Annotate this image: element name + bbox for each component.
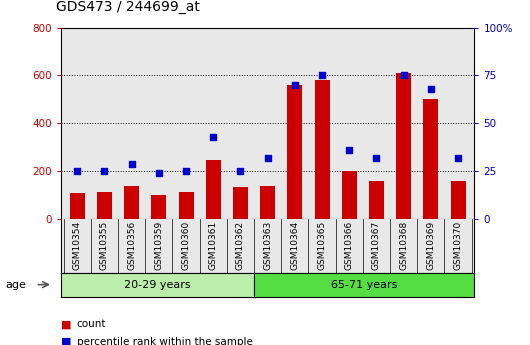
Point (345, 147, 354, 153)
Text: ■: ■ (61, 319, 72, 329)
Point (372, 155, 381, 160)
Text: 20-29 years: 20-29 years (124, 280, 191, 289)
Bar (369, 181, 384, 219)
Text: GSM10369: GSM10369 (426, 221, 435, 270)
Bar (179, 191, 193, 219)
Text: 65-71 years: 65-71 years (331, 280, 398, 289)
Text: ■: ■ (61, 337, 72, 345)
Text: GSM10368: GSM10368 (399, 221, 408, 270)
Bar (450, 181, 465, 219)
Text: GSM10355: GSM10355 (100, 221, 109, 270)
Text: GSM10364: GSM10364 (290, 221, 299, 270)
Bar (206, 160, 220, 219)
Text: count: count (77, 319, 107, 329)
Text: GSM10365: GSM10365 (317, 221, 326, 270)
Text: GSM10359: GSM10359 (154, 221, 163, 270)
Bar (233, 187, 248, 219)
Point (318, 73, 326, 78)
Point (155, 170, 163, 176)
Text: GSM10356: GSM10356 (127, 221, 136, 270)
Bar (260, 186, 275, 219)
Bar (423, 99, 438, 219)
Text: GSM10370: GSM10370 (454, 221, 463, 270)
Text: GDS473 / 244699_at: GDS473 / 244699_at (56, 0, 199, 14)
Text: GSM10361: GSM10361 (209, 221, 218, 270)
Bar (396, 73, 411, 219)
Bar (70, 193, 85, 219)
Text: GSM10362: GSM10362 (236, 221, 245, 270)
Bar (124, 186, 139, 219)
Point (209, 134, 217, 139)
Point (127, 161, 136, 166)
Point (263, 155, 272, 160)
Bar (97, 191, 112, 219)
Point (454, 155, 462, 160)
Text: percentile rank within the sample: percentile rank within the sample (77, 337, 253, 345)
Bar (315, 80, 330, 219)
Text: GSM10360: GSM10360 (182, 221, 191, 270)
Bar (287, 85, 302, 219)
Point (100, 168, 109, 174)
Text: GSM10367: GSM10367 (372, 221, 381, 270)
Text: age: age (5, 280, 26, 289)
Point (290, 82, 299, 88)
Point (182, 168, 190, 174)
Text: GSM10363: GSM10363 (263, 221, 272, 270)
Bar (342, 171, 357, 219)
Point (236, 168, 245, 174)
Point (427, 86, 435, 92)
Bar (152, 195, 166, 219)
Text: GSM10354: GSM10354 (73, 221, 82, 270)
Text: GSM10366: GSM10366 (344, 221, 354, 270)
Point (400, 73, 408, 78)
Point (73, 168, 82, 174)
